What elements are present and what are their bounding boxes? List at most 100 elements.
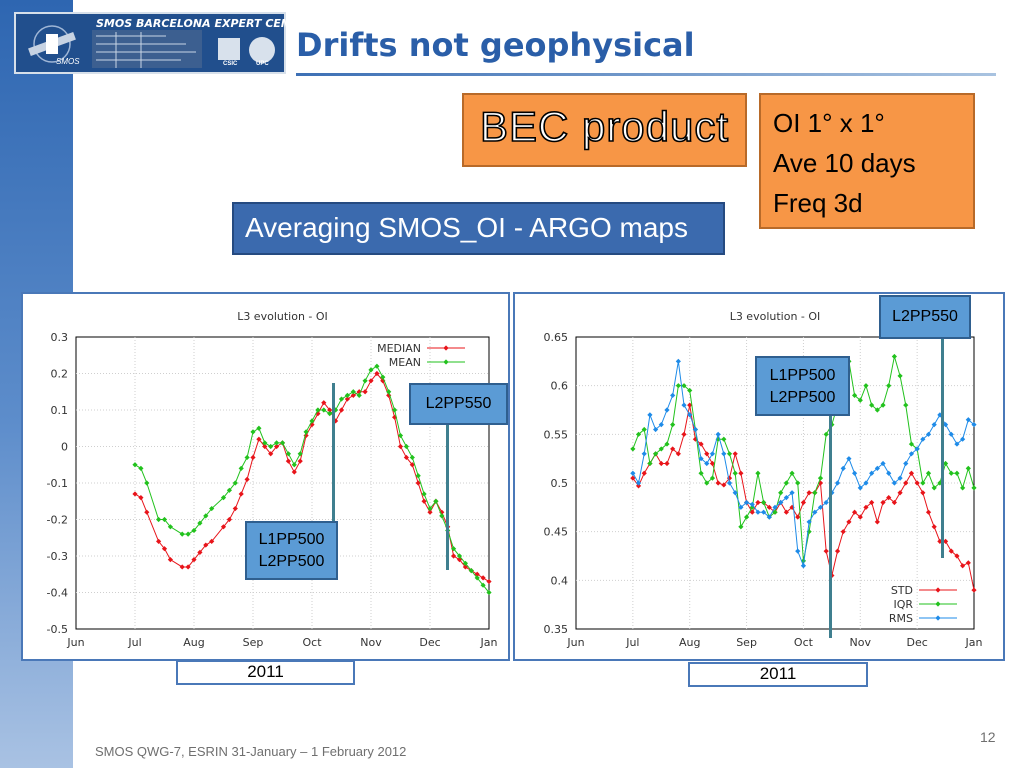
data-point	[397, 443, 404, 450]
data-point	[338, 396, 345, 402]
data-point	[869, 402, 875, 408]
data-point	[675, 383, 681, 389]
info-line-averaging: Ave 10 days	[773, 148, 916, 178]
data-point	[931, 422, 937, 428]
data-point	[203, 542, 209, 548]
data-point	[948, 431, 954, 437]
data-point	[721, 436, 727, 442]
logo-upc-label: UPC	[256, 61, 269, 67]
data-point	[309, 418, 315, 424]
data-point	[823, 431, 829, 437]
data-point	[852, 509, 858, 515]
y-tick-label: 0.5	[551, 477, 569, 490]
data-point	[356, 392, 362, 398]
data-point	[908, 451, 915, 457]
data-point	[238, 465, 244, 471]
data-point	[675, 358, 681, 364]
data-point	[138, 495, 144, 501]
data-point	[874, 465, 880, 471]
data-point	[374, 370, 380, 377]
data-point	[965, 417, 971, 423]
data-point	[971, 485, 977, 491]
data-point	[903, 480, 909, 486]
data-point	[715, 480, 721, 486]
data-point	[144, 509, 150, 515]
x-tick-label: Jan	[965, 636, 983, 649]
data-point	[244, 476, 250, 482]
data-point	[392, 407, 398, 413]
data-point	[409, 462, 415, 468]
x-tick-label: Jun	[66, 636, 84, 649]
data-point	[891, 353, 897, 360]
data-point	[658, 460, 664, 467]
data-point	[852, 392, 858, 398]
y-tick-label: 0.2	[51, 368, 69, 381]
data-point	[338, 407, 345, 413]
data-point	[960, 436, 966, 442]
data-point	[812, 509, 818, 515]
data-point	[156, 516, 162, 523]
data-point	[715, 431, 721, 437]
left-chart-panel: L3 evolution - OI Jun Jul Aug Sep Oct Nov Dec Ja…	[21, 292, 510, 661]
series-line-median	[134, 372, 490, 582]
data-point	[167, 524, 173, 530]
data-point	[783, 480, 789, 486]
left-marker-l2pp550	[446, 424, 449, 570]
right-marker-l2pp550	[941, 338, 944, 558]
data-point	[749, 509, 755, 515]
data-point	[925, 509, 932, 515]
data-point	[942, 538, 949, 544]
data-point	[880, 499, 886, 506]
data-point	[456, 553, 463, 559]
legend-marker	[935, 615, 941, 621]
data-point	[778, 499, 784, 506]
data-point	[874, 519, 880, 525]
data-point	[356, 389, 362, 395]
data-point	[971, 587, 977, 593]
data-point	[468, 568, 474, 574]
x-tick-label: Jul	[625, 636, 639, 649]
data-point	[795, 514, 801, 520]
data-point	[778, 490, 784, 496]
right-label-line1: L1PP500	[769, 367, 836, 384]
logo-title: SMOS BARCELONA EXPERT CENTRE	[96, 17, 314, 30]
data-point	[709, 460, 716, 467]
left-marker-l1pp500	[332, 383, 335, 523]
data-point	[232, 505, 238, 512]
left-label-l1pp500: L1PP500 L2PP500	[245, 521, 338, 580]
data-point	[886, 495, 892, 501]
data-point	[191, 527, 197, 534]
data-point	[321, 407, 327, 413]
data-point	[226, 516, 232, 523]
data-point	[427, 509, 433, 515]
page-title: Drifts not geophysical	[296, 26, 695, 64]
data-point	[800, 563, 807, 569]
satellite-icon	[28, 25, 275, 68]
legend-label: RMS	[889, 612, 913, 625]
data-point	[834, 548, 841, 554]
data-point	[362, 378, 368, 384]
data-point	[368, 367, 374, 373]
data-point	[738, 470, 744, 476]
data-point	[285, 451, 291, 457]
right-marker-l1pp500	[829, 414, 832, 638]
legend-label: STD	[891, 584, 913, 597]
bec-product-label: BEC product	[479, 102, 730, 151]
data-point	[462, 560, 468, 566]
data-point	[783, 495, 789, 501]
data-point	[327, 407, 333, 413]
data-point	[274, 440, 280, 446]
left-label-line2: L2PP500	[258, 553, 325, 570]
data-point	[937, 412, 943, 418]
data-point	[897, 490, 903, 496]
data-point	[421, 498, 427, 504]
data-point	[630, 446, 636, 452]
data-point	[795, 480, 801, 486]
data-point	[374, 363, 380, 369]
y-tick-label: 0	[61, 441, 68, 454]
y-tick-label: -0.3	[47, 550, 68, 563]
info-line-frequency: Freq 3d	[773, 188, 863, 218]
data-point	[704, 480, 710, 486]
data-point	[641, 426, 647, 433]
x-tick-label: Dec	[906, 636, 927, 649]
